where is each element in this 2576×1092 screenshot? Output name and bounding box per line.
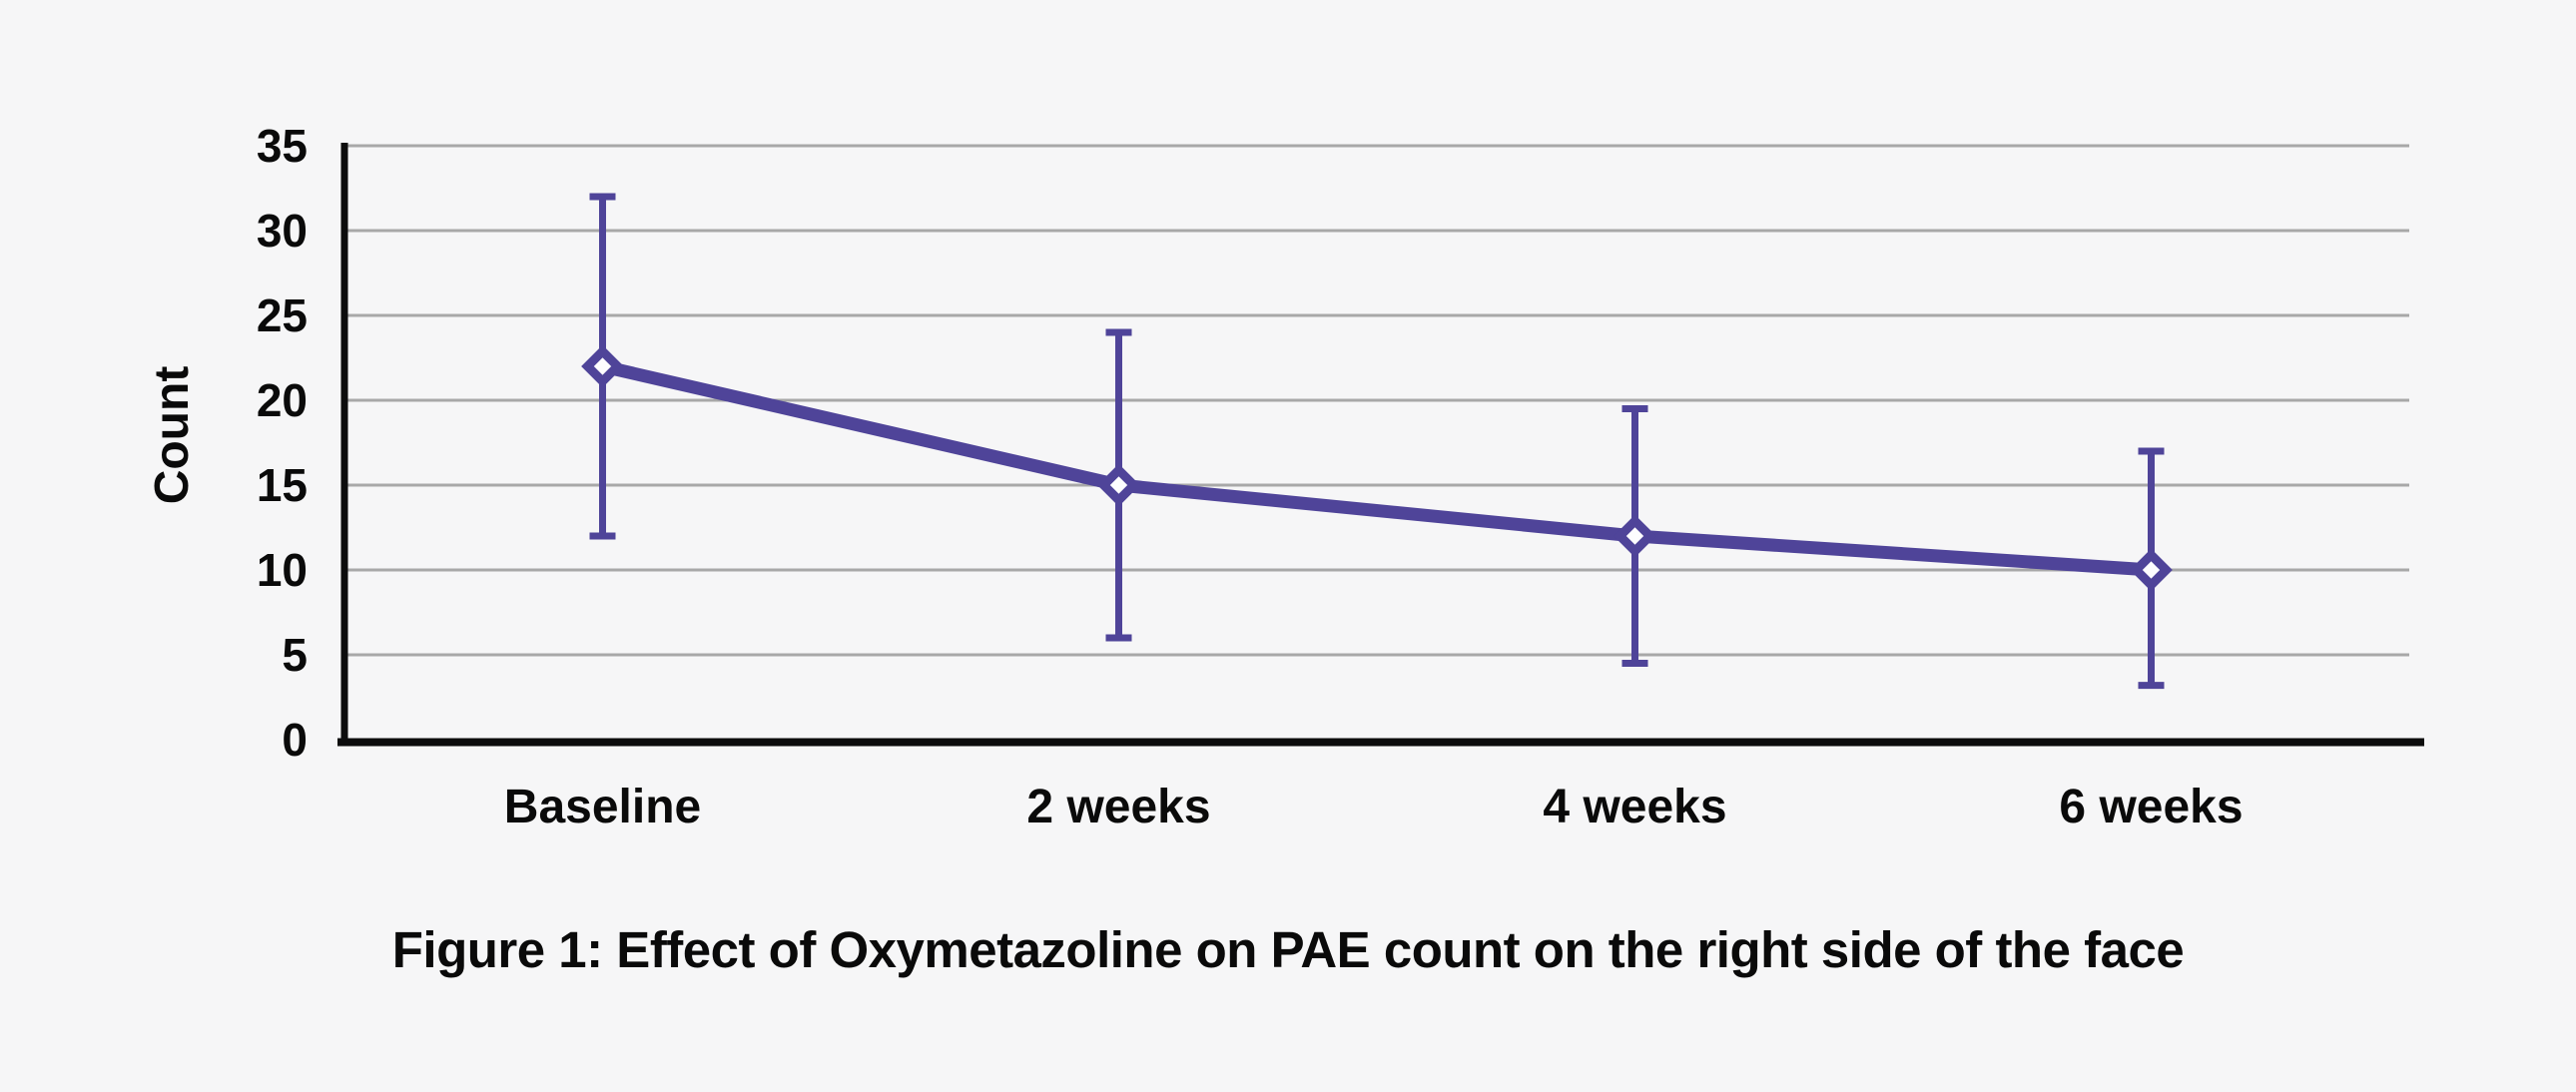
y-tick-label: 20 (257, 374, 308, 426)
x-tick-label: 2 weeks (1026, 781, 1210, 833)
y-tick-label: 35 (257, 120, 308, 172)
y-axis-title: Count (146, 366, 199, 505)
data-point-marker (1097, 463, 1140, 507)
y-tick-label: 30 (257, 205, 308, 257)
x-tick-label: 6 weeks (2059, 781, 2243, 833)
data-point-marker (2130, 548, 2173, 592)
figure-caption: Figure 1: Effect of Oxymetazoline on PAE… (391, 921, 2185, 978)
data-point-marker (1613, 514, 1656, 558)
y-tick-label: 25 (257, 289, 308, 341)
y-tick-label: 5 (282, 629, 308, 681)
y-tick-label: 10 (257, 544, 308, 596)
x-tick-label: 4 weeks (1543, 781, 1726, 833)
series-line (601, 359, 2152, 577)
x-tick-label: Baseline (504, 781, 701, 833)
y-tick-label: 15 (257, 459, 308, 511)
y-tick-label: 0 (282, 714, 308, 766)
data-point-marker (581, 344, 624, 388)
